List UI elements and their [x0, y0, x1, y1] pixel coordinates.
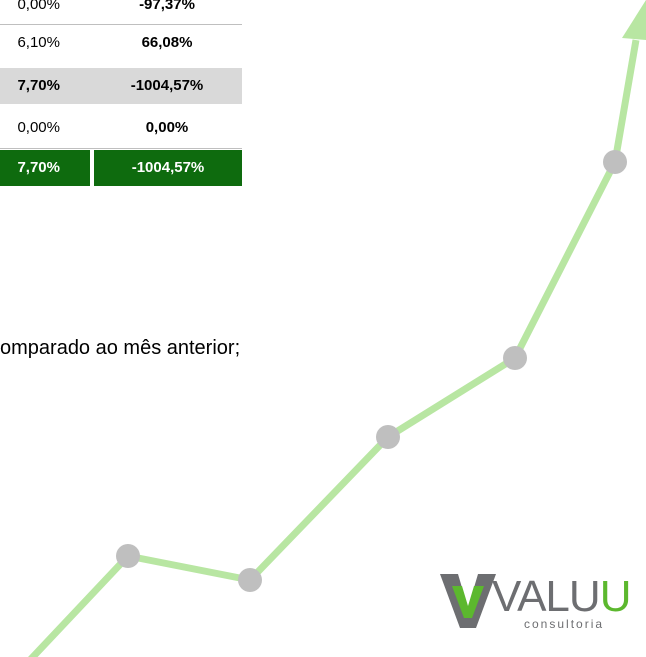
cell: -97,37%: [92, 0, 242, 23]
table-row: 0,00% 0,00%: [0, 110, 242, 146]
cell: -1004,57%: [92, 68, 242, 104]
cell: 66,08%: [92, 25, 242, 61]
logo-brand-accent: U: [600, 572, 631, 621]
cell: 0,00%: [92, 110, 242, 146]
logo-text: VALUU: [492, 572, 630, 622]
table-row: 0,00% -97,37%: [0, 0, 242, 23]
cell: 6,10%: [0, 25, 60, 61]
cell: 7,70%: [0, 68, 60, 104]
logo-icon: [440, 574, 496, 628]
logo-brand: VALU: [492, 572, 600, 621]
cell: 7,70%: [0, 150, 90, 186]
cell: 0,00%: [0, 0, 60, 23]
table-row: 6,10% 66,08%: [0, 25, 242, 61]
cell: -1004,57%: [94, 150, 242, 186]
table-row: 7,70% -1004,57%: [0, 150, 242, 186]
body-text: omparado ao mês anterior;: [0, 337, 240, 360]
row-separator: [0, 148, 242, 149]
table-row: 7,70% -1004,57%: [0, 68, 242, 104]
logo-tagline: consultoria: [524, 617, 604, 631]
page: {"table":{"rows":[["0,00%","-97,37%"],["…: [0, 0, 646, 657]
cell: 0,00%: [0, 110, 60, 146]
